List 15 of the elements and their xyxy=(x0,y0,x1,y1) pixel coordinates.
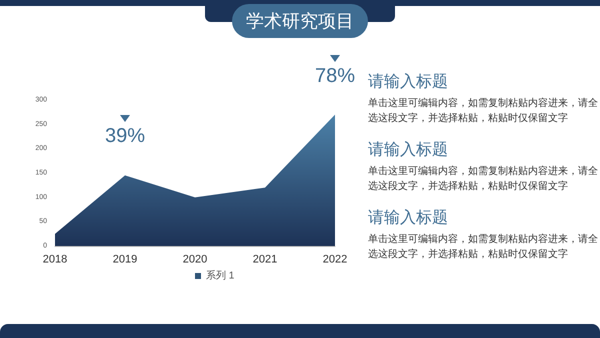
text: 请输入标题 xyxy=(368,140,448,158)
x-tick-label: 2022 xyxy=(322,254,348,266)
x-tick-label: 2019 xyxy=(112,254,138,266)
annotation: 39% xyxy=(104,124,146,150)
x-tick-label: 2021 xyxy=(252,254,278,266)
text: 请输入标题 xyxy=(368,208,448,226)
text: 单击这里可编辑内容，如需复制粘贴内容进来，请全选这段文字，并选择粘贴，粘贴时仅保留文字 xyxy=(368,165,598,192)
annotation: 78% xyxy=(314,64,356,87)
x-tick-label: 2018 xyxy=(42,254,68,266)
text: 单击这里可编辑内容，如需复制粘贴内容进来，请全选这段文字，并选择粘贴，粘贴时仅保留文字 xyxy=(368,233,598,260)
chart-title: 学术研究项目 xyxy=(232,4,368,38)
x-tick-label: 2020 xyxy=(182,254,208,266)
legend-label: 系列 1 xyxy=(206,270,235,282)
text: 单击这里可编辑内容，如需复制粘贴内容进来，请全选这段文字，并选择粘贴，粘贴时仅保留文字 xyxy=(368,97,598,124)
text: 请输入标题 xyxy=(368,72,448,90)
